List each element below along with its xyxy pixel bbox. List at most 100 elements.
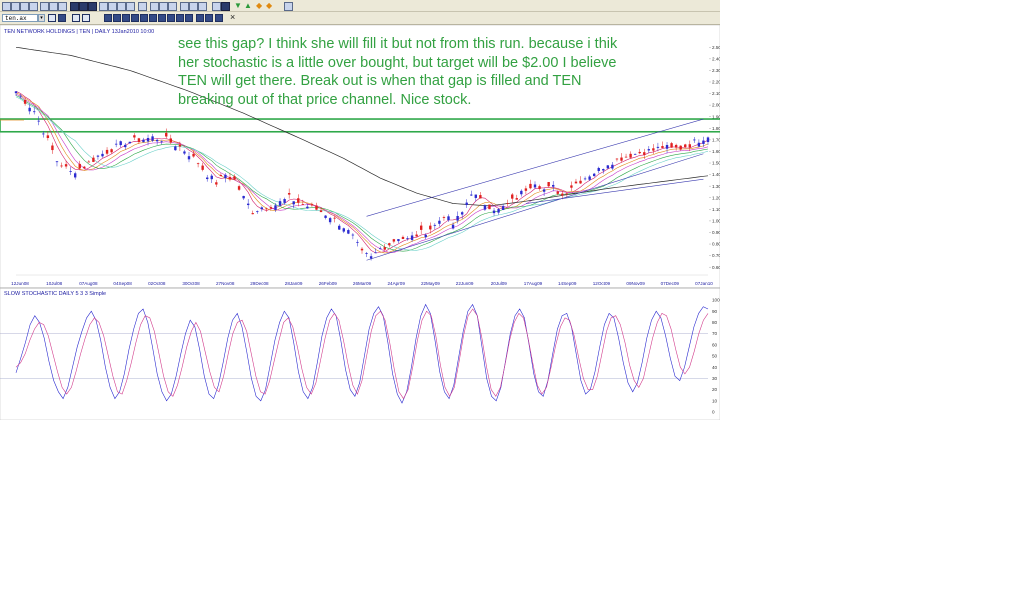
price-tick-label: 0.90 <box>712 230 720 235</box>
style-button[interactable] <box>205 14 213 22</box>
stoch-tick-label: 40 <box>712 365 718 370</box>
alert-icon[interactable] <box>72 14 80 22</box>
collapse-icon[interactable]: ◆ <box>266 1 273 10</box>
period-yearly-button[interactable] <box>140 14 148 22</box>
period-daily-button[interactable] <box>104 14 112 22</box>
candle-body <box>183 151 186 154</box>
price-y-axis: 0.60 0.70 0.80 0.90 1.00 1.10 1.20 1.30 1.40 1.50… <box>709 45 720 270</box>
save-icon[interactable] <box>20 2 29 11</box>
candle-body <box>579 180 582 184</box>
candle-body <box>219 174 223 176</box>
candle-body <box>388 243 391 246</box>
lock-icon[interactable] <box>82 14 90 22</box>
chart-panel[interactable]: TEN NETWORK HOLDINGS | TEN | DAILY 13Jan… <box>0 25 720 420</box>
candle-body <box>383 247 386 250</box>
date-tick-label: 28Jan09 <box>285 281 303 286</box>
candle-body <box>479 195 482 199</box>
candle-body <box>442 217 446 218</box>
candle-body <box>620 157 623 161</box>
candle-body <box>419 225 423 230</box>
candle-body <box>447 216 450 221</box>
price-tick-label: 2.40 <box>712 56 720 61</box>
stoch-tick-label: 70 <box>712 331 718 336</box>
candle-body <box>301 204 305 205</box>
period-weekly-button[interactable] <box>113 14 121 22</box>
price-tick-label: 1.00 <box>712 219 720 224</box>
text-tool-icon[interactable] <box>168 2 177 11</box>
candle-body <box>33 111 36 113</box>
channel-line <box>525 178 704 204</box>
history-icon[interactable] <box>48 14 56 22</box>
candle-body <box>574 181 578 184</box>
compare-icon[interactable] <box>117 2 126 11</box>
scan-icon[interactable] <box>126 2 135 11</box>
layout-icon[interactable] <box>180 2 189 11</box>
stochastic-line <box>15 308 709 400</box>
period-1min-button[interactable] <box>149 14 157 22</box>
candle-body <box>206 177 209 180</box>
candle-body <box>615 158 619 160</box>
candle-body <box>137 138 141 143</box>
stoch-tick-label: 80 <box>712 320 718 325</box>
candle-body <box>656 146 660 148</box>
fibonacci-icon[interactable] <box>221 2 230 11</box>
candle-body <box>624 156 628 158</box>
period-quarterly-button[interactable] <box>131 14 139 22</box>
zoom-icon[interactable] <box>99 2 108 11</box>
candle-body <box>684 144 687 148</box>
candle-body <box>174 146 177 151</box>
chevron-down-icon[interactable]: ▾ <box>38 14 45 22</box>
scroll-down-icon[interactable]: ▼ <box>234 1 242 10</box>
candle-body <box>306 206 309 209</box>
period-monthly-button[interactable] <box>122 14 130 22</box>
candle-body <box>602 169 605 171</box>
format-button[interactable] <box>196 14 204 22</box>
close-icon[interactable]: × <box>230 12 236 22</box>
interval-icon[interactable] <box>138 2 147 11</box>
annotation-line: breaking out of that price channel. Nice… <box>178 91 472 108</box>
period-5min-button[interactable] <box>158 14 166 22</box>
price-x-axis: 12Jun08 10Jul08 07Aug08 04Sep08 02Oct08 30Oct… <box>11 274 713 286</box>
scroll-up-icon[interactable]: ▲ <box>244 1 252 10</box>
drawing-icon[interactable] <box>150 2 159 11</box>
color-button[interactable] <box>215 14 223 22</box>
candle-body <box>483 205 487 210</box>
window-icon[interactable] <box>212 2 221 11</box>
copy-icon[interactable] <box>49 2 58 11</box>
paste-icon[interactable] <box>58 2 67 11</box>
open-file-icon[interactable] <box>11 2 20 11</box>
expand-icon[interactable]: ◆ <box>256 1 263 10</box>
candle-body <box>429 225 432 230</box>
channel-line <box>366 153 704 261</box>
period-15min-button[interactable] <box>167 14 175 22</box>
ma-long-line <box>15 46 709 207</box>
date-tick-label: 07Dec09 <box>661 281 680 286</box>
print-icon[interactable] <box>29 2 38 11</box>
candle-body <box>87 161 91 163</box>
candle-body <box>133 135 136 138</box>
candle-body <box>397 239 400 242</box>
bar-chart-icon[interactable] <box>79 2 88 11</box>
candle-body <box>274 205 277 210</box>
crosshair-icon[interactable] <box>198 2 207 11</box>
candle-body <box>324 215 327 218</box>
period-30min-button[interactable] <box>176 14 184 22</box>
grid-icon[interactable] <box>189 2 198 11</box>
candle-body <box>96 155 100 157</box>
settings-icon[interactable] <box>284 2 293 11</box>
new-file-icon[interactable] <box>2 2 11 11</box>
date-tick-label: 07Aug08 <box>79 281 98 286</box>
candle-chart-icon[interactable] <box>88 2 97 11</box>
trendline-icon[interactable] <box>159 2 168 11</box>
period-hour-button[interactable] <box>185 14 193 22</box>
cut-icon[interactable] <box>40 2 49 11</box>
candle-body <box>124 144 127 148</box>
symbol-input[interactable]: ten.ax <box>2 14 38 22</box>
candle-body <box>488 204 491 210</box>
date-tick-label: 10Jul08 <box>46 281 63 286</box>
candle-body <box>242 195 245 199</box>
charting-app: ▼ ▲ ◆ ◆ ten.ax ▾ × ◄ ► ▸ TEN NETWORK HOL… <box>0 0 720 420</box>
indicator-icon[interactable] <box>108 2 117 11</box>
chart-type-icon[interactable] <box>70 2 79 11</box>
go-button[interactable] <box>58 14 66 22</box>
